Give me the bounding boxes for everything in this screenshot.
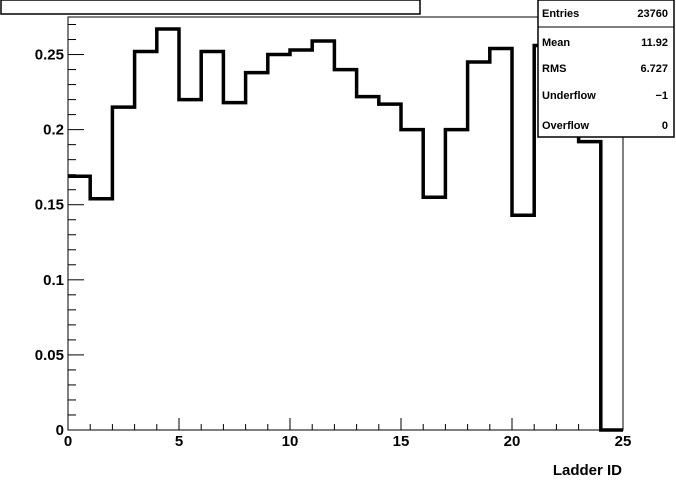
stats-rms-label: RMS <box>542 63 566 75</box>
stats-underflow-value: −1 <box>655 90 668 102</box>
plot-frame <box>67 16 624 431</box>
x-axis-ticks <box>67 418 624 430</box>
stats-box: Entries 23760 Mean 11.92 RMS 6.727 Under… <box>537 0 675 138</box>
stats-mean-value: 11.92 <box>641 37 668 49</box>
stats-underflow-label: Underflow <box>542 90 596 102</box>
stats-entries-label: Entries <box>542 8 579 20</box>
stats-entries-value: 23760 <box>637 8 668 20</box>
y-tick-label: 0.2 <box>43 122 64 139</box>
x-tick-label: 20 <box>504 433 521 450</box>
y-tick-label: 0.1 <box>43 272 64 289</box>
stats-box-frame <box>537 0 675 138</box>
x-tick-label: 10 <box>282 433 299 450</box>
stats-mean-label: Mean <box>542 37 570 49</box>
title-box <box>0 0 421 15</box>
y-axis-ticks <box>68 24 84 431</box>
x-tick-label: 5 <box>175 433 183 450</box>
y-tick-label: 0.05 <box>35 347 64 364</box>
stats-rms-value: 6.727 <box>640 63 668 75</box>
y-axis-tick-labels: 0 0.05 0.1 0.15 0.2 0.25 <box>35 47 64 439</box>
y-tick-label: 0 <box>56 422 64 439</box>
stats-overflow-label: Overflow <box>542 120 590 132</box>
x-tick-label: 25 <box>615 433 632 450</box>
histogram-series-line <box>68 27 623 432</box>
x-tick-label: 15 <box>393 433 410 450</box>
x-tick-label: 0 <box>64 433 72 450</box>
y-tick-label: 0.15 <box>35 197 64 214</box>
stats-overflow-value: 0 <box>662 120 668 132</box>
y-tick-label: 0.25 <box>35 47 64 64</box>
x-axis-tick-labels: 0 5 10 15 20 25 <box>64 433 632 450</box>
x-axis-title: Ladder ID <box>553 462 622 479</box>
